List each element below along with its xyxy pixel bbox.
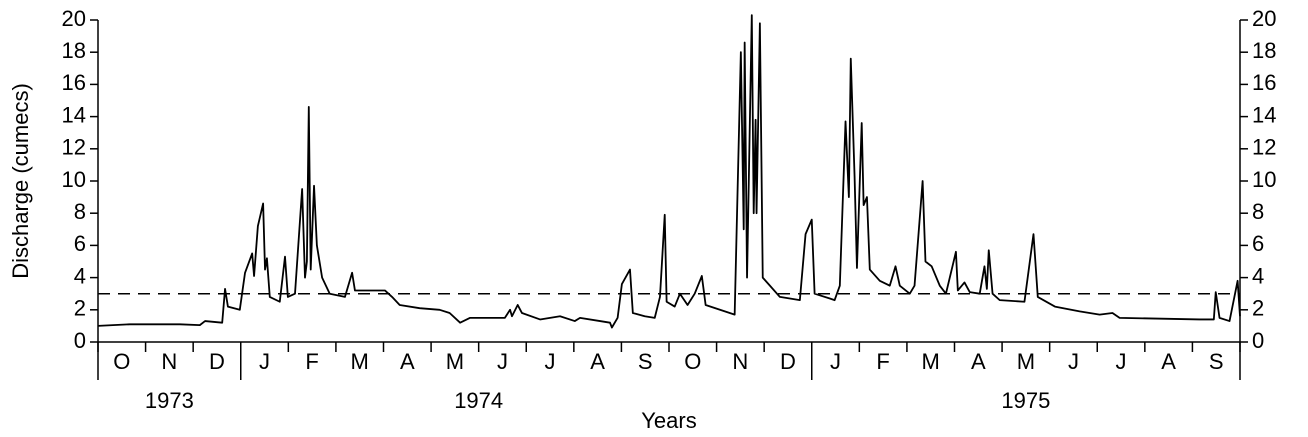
- x-axis-title: Years: [641, 408, 696, 433]
- x-tick-label: J: [1116, 349, 1127, 374]
- y2-tick-label: 10: [1252, 167, 1276, 192]
- y-tick-label: 18: [62, 38, 86, 63]
- y2-tick-label: 16: [1252, 70, 1276, 95]
- x-tick-label: M: [351, 349, 369, 374]
- x-tick-label: J: [497, 349, 508, 374]
- y2-tick-label: 6: [1252, 231, 1264, 256]
- x-tick-label: J: [545, 349, 556, 374]
- discharge-line: [97, 14, 1241, 329]
- y-tick-label: 16: [62, 70, 86, 95]
- x-tick-label: F: [305, 349, 318, 374]
- x-tick-label: A: [400, 349, 415, 374]
- y2-tick-label: 8: [1252, 199, 1264, 224]
- year-label: 1975: [1001, 388, 1050, 413]
- y-tick-label: 2: [74, 296, 86, 321]
- x-tick-label: O: [684, 349, 701, 374]
- year-label: 1973: [145, 388, 194, 413]
- x-tick-label: D: [780, 349, 796, 374]
- x-tick-label: S: [638, 349, 653, 374]
- y-axis-title: Discharge (cumecs): [8, 83, 33, 279]
- y2-tick-label: 20: [1252, 6, 1276, 31]
- y-tick-label: 8: [74, 199, 86, 224]
- y-tick-label: 14: [62, 102, 86, 127]
- y2-tick-label: 4: [1252, 263, 1264, 288]
- y2-tick-label: 12: [1252, 135, 1276, 160]
- y-tick-label: 0: [74, 328, 86, 353]
- x-tick-label: J: [830, 349, 841, 374]
- y-tick-label: 12: [62, 135, 86, 160]
- x-tick-label: D: [209, 349, 225, 374]
- x-tick-label: A: [1161, 349, 1176, 374]
- y2-tick-label: 0: [1252, 328, 1264, 353]
- x-tick-label: F: [876, 349, 889, 374]
- x-tick-label: M: [446, 349, 464, 374]
- y2-tick-label: 14: [1252, 102, 1276, 127]
- x-tick-label: O: [113, 349, 130, 374]
- x-tick-label: J: [1068, 349, 1079, 374]
- x-tick-label: N: [732, 349, 748, 374]
- x-tick-label: N: [161, 349, 177, 374]
- x-tick-label: J: [259, 349, 270, 374]
- x-tick-label: A: [590, 349, 605, 374]
- y-tick-label: 4: [74, 263, 86, 288]
- y-tick-label: 20: [62, 6, 86, 31]
- x-tick-label: A: [971, 349, 986, 374]
- year-label: 1974: [454, 388, 503, 413]
- y2-tick-label: 18: [1252, 38, 1276, 63]
- x-tick-label: M: [922, 349, 940, 374]
- y-tick-label: 10: [62, 167, 86, 192]
- x-tick-label: M: [1017, 349, 1035, 374]
- y2-tick-label: 2: [1252, 296, 1264, 321]
- x-tick-label: S: [1209, 349, 1224, 374]
- y-tick-label: 6: [74, 231, 86, 256]
